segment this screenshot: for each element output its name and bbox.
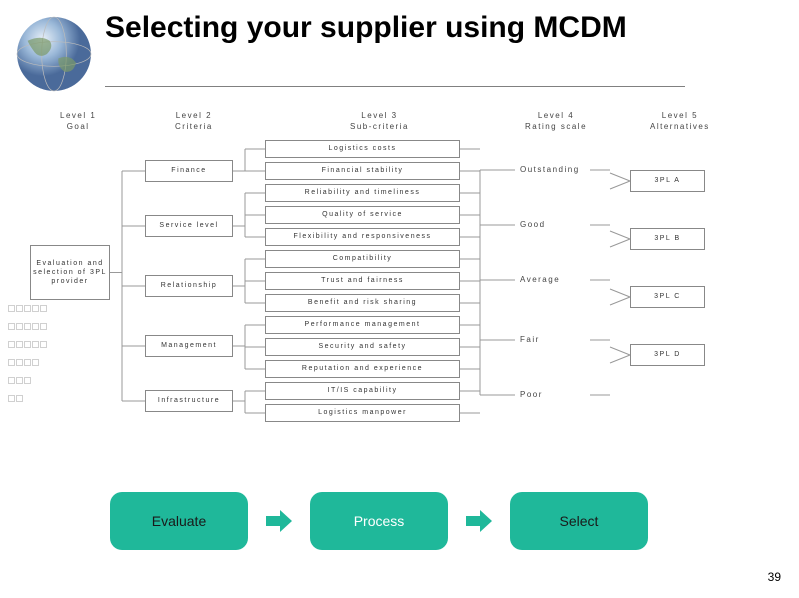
subcriteria-node-2: Reliability and timeliness: [265, 184, 460, 202]
alternative-node-3: 3PL D: [630, 344, 705, 366]
globe-icon: [10, 10, 98, 98]
alternative-node-1: 3PL B: [630, 228, 705, 250]
rating-label-4: Poor: [520, 390, 543, 399]
subcriteria-node-12: Logistics manpower: [265, 404, 460, 422]
criteria-node-0: Finance: [145, 160, 233, 182]
goal-node: Evaluation and selection of 3PL provider: [30, 245, 110, 300]
subcriteria-node-10: Reputation and experience: [265, 360, 460, 378]
process-flow: Evaluate Process Select: [110, 492, 648, 550]
subcriteria-node-5: Compatibility: [265, 250, 460, 268]
subcriteria-node-1: Financial stability: [265, 162, 460, 180]
process-step-select: Select: [510, 492, 648, 550]
subcriteria-node-11: IT/IS capability: [265, 382, 460, 400]
level-header-5: Level 5Alternatives: [650, 110, 710, 132]
subcriteria-node-0: Logistics costs: [265, 140, 460, 158]
process-step-process: Process: [310, 492, 448, 550]
alternative-node-0: 3PL A: [630, 170, 705, 192]
subcriteria-node-9: Security and safety: [265, 338, 460, 356]
arrow-icon: [266, 510, 292, 532]
alternative-node-2: 3PL C: [630, 286, 705, 308]
level-header-4: Level 4Rating scale: [525, 110, 587, 132]
subcriteria-node-8: Performance management: [265, 316, 460, 334]
level-header-2: Level 2Criteria: [175, 110, 213, 132]
rating-label-0: Outstanding: [520, 165, 580, 174]
slide-title: Selecting your supplier using MCDM: [105, 10, 627, 46]
criteria-node-3: Management: [145, 335, 233, 357]
criteria-node-2: Relationship: [145, 275, 233, 297]
page-number: 39: [768, 570, 781, 584]
subcriteria-node-4: Flexibility and responsiveness: [265, 228, 460, 246]
subcriteria-node-3: Quality of service: [265, 206, 460, 224]
criteria-node-4: Infrastructure: [145, 390, 233, 412]
process-step-evaluate: Evaluate: [110, 492, 248, 550]
rating-label-3: Fair: [520, 335, 540, 344]
rating-label-1: Good: [520, 220, 546, 229]
level-header-3: Level 3Sub-criteria: [350, 110, 409, 132]
hierarchy-diagram: Level 1Goal Level 2Criteria Level 3Sub-cri…: [30, 110, 770, 440]
level-header-1: Level 1Goal: [60, 110, 96, 132]
arrow-icon: [466, 510, 492, 532]
criteria-node-1: Service level: [145, 215, 233, 237]
subcriteria-node-6: Trust and fairness: [265, 272, 460, 290]
rating-label-2: Average: [520, 275, 560, 284]
subcriteria-node-7: Benefit and risk sharing: [265, 294, 460, 312]
title-underline: [105, 86, 685, 87]
